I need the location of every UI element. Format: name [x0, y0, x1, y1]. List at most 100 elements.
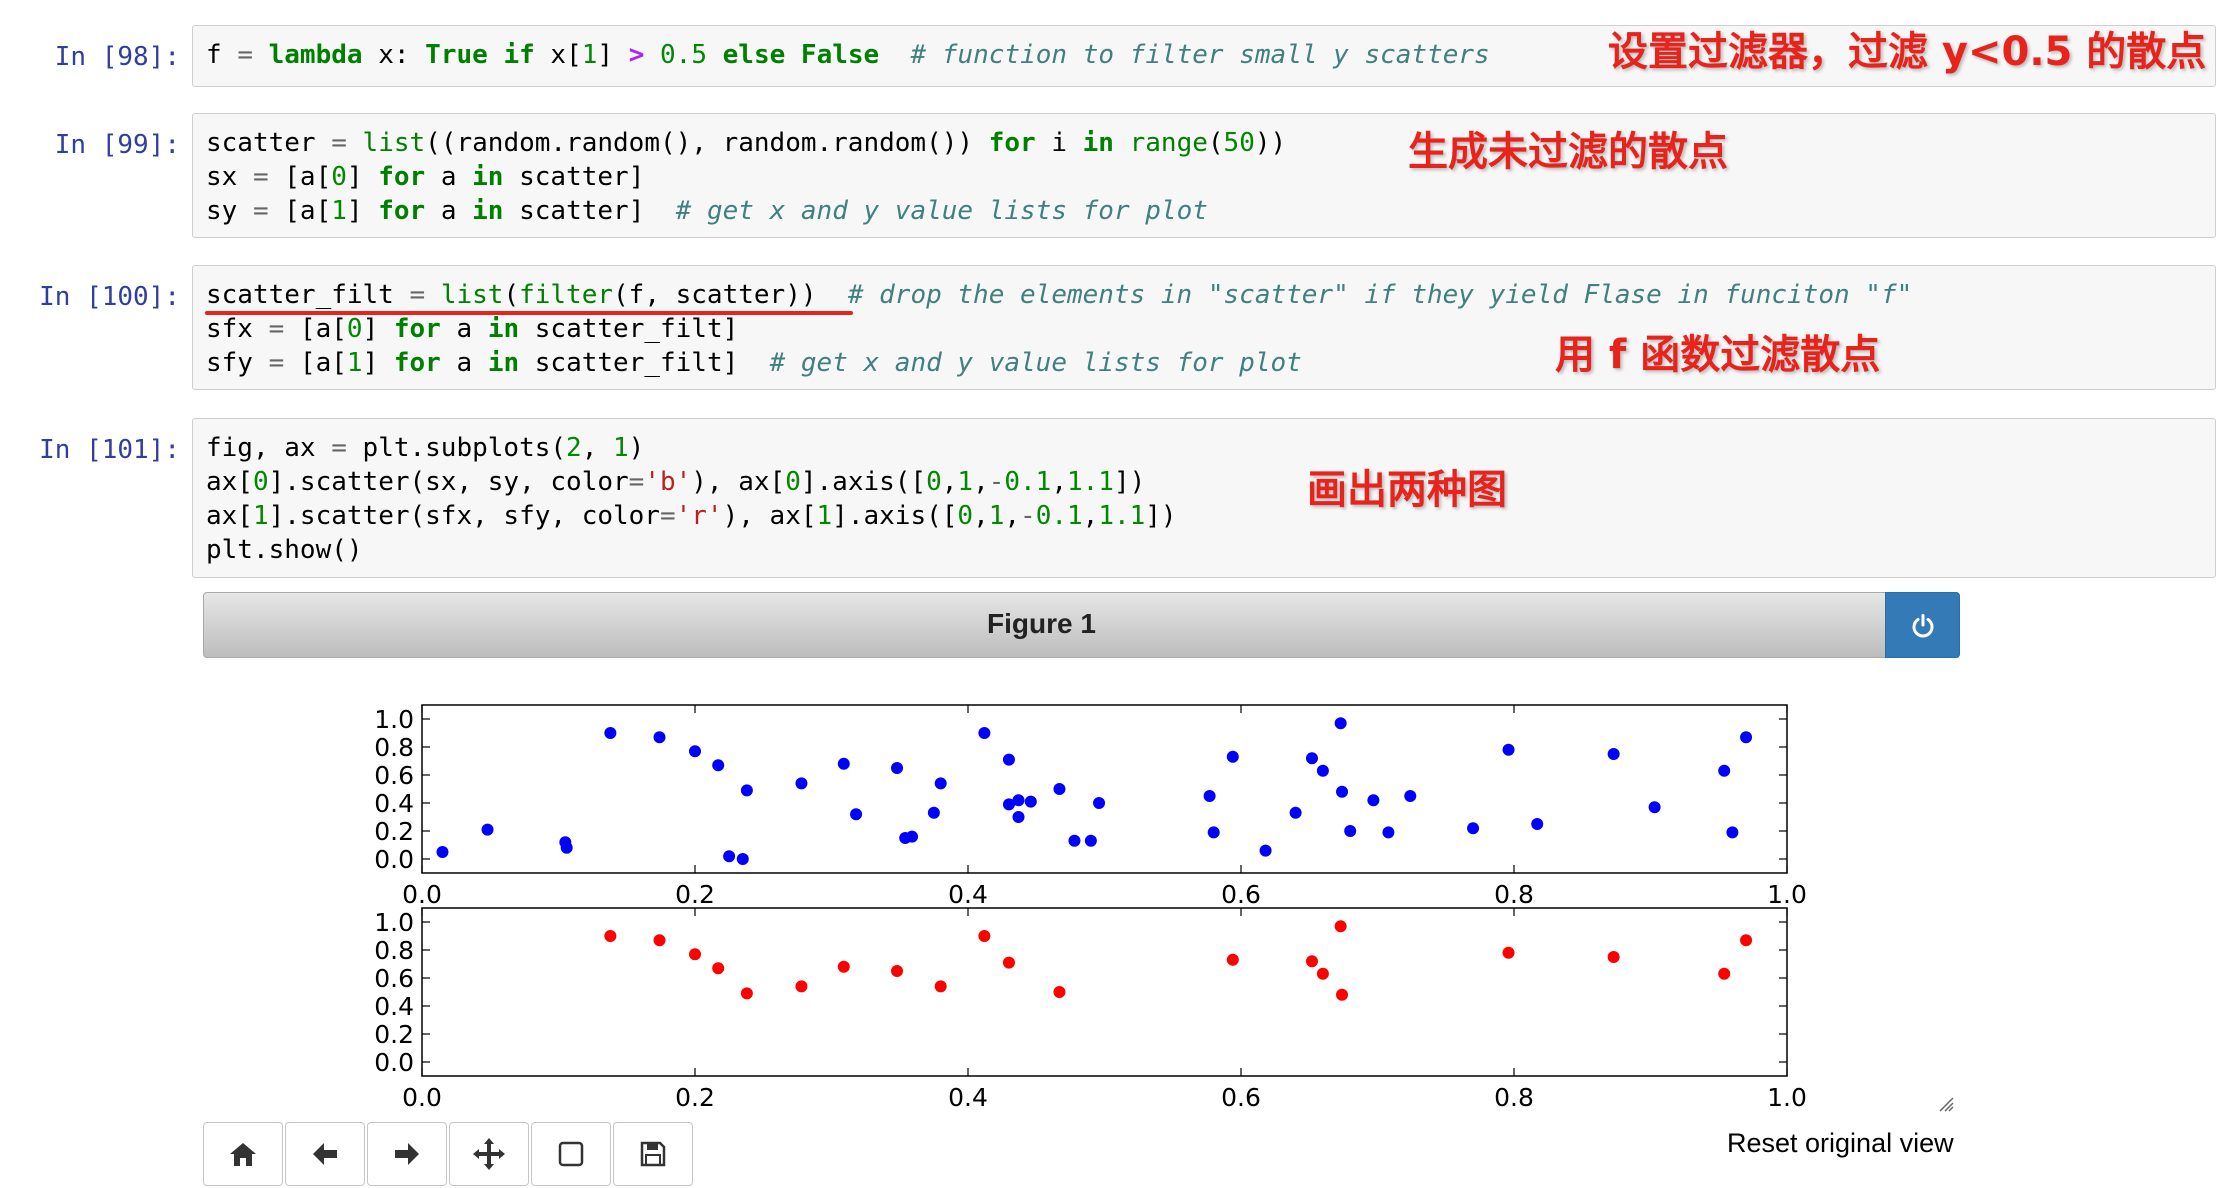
scatter-point: [436, 846, 449, 858]
scatter-point: [891, 965, 904, 977]
code-token: 1.1: [1098, 501, 1146, 531]
scatter-point: [689, 948, 701, 961]
scatter-point: [1316, 764, 1329, 777]
figure-title: Figure 1: [987, 608, 1096, 639]
annotation-label: 设置过滤器，过滤 y<0.5 的散点: [1608, 29, 2207, 75]
y-tick-label: 0.4: [374, 992, 414, 1021]
scatter-point: [1531, 818, 1544, 830]
code-token: else: [722, 40, 786, 70]
scatter-point: [1334, 920, 1347, 933]
scatter-point: [1502, 946, 1515, 959]
code-token: for: [378, 196, 426, 226]
code-token: ), ax[: [722, 501, 817, 531]
code-token: 0: [785, 467, 801, 497]
code-token: lambda: [268, 40, 363, 70]
code-token: a: [425, 196, 473, 226]
code-token: 0: [252, 467, 269, 497]
pan-button[interactable]: [449, 1122, 529, 1186]
code-token: a: [440, 314, 488, 344]
code-line: f = lambda x: True if x[1] > 0.5 else Fa…: [206, 38, 1490, 72]
save-button[interactable]: [613, 1122, 693, 1186]
scatter-point: [560, 841, 573, 854]
code-comment: # get x and y value lists for plot: [769, 348, 1302, 378]
arrow-left-icon: [313, 1143, 337, 1165]
code-cell[interactable]: In [101]: fig, ax = plt.subplots(2, 1) ax[…: [0, 418, 2224, 578]
scatter-point: [795, 980, 808, 993]
scatter-point: [1002, 956, 1015, 969]
back-button[interactable]: [285, 1122, 365, 1186]
code-cell[interactable]: In [98]: f = lambda x: True if x[1] > 0.5…: [0, 25, 2224, 87]
scatter-point: [906, 830, 919, 843]
scatter-point: [1002, 798, 1015, 811]
plot-axes-1: [421, 704, 1788, 874]
code-token: fig, ax: [206, 433, 332, 463]
scatter-point: [927, 806, 940, 819]
cell-input-area[interactable]: scatter = list((random.random(), random.…: [192, 113, 2216, 238]
code-token: ((random.random(), random.random()): [425, 128, 989, 158]
cell-input-area[interactable]: fig, ax = plt.subplots(2, 1) ax[0].scatte…: [192, 418, 2216, 578]
code-token: (: [503, 280, 520, 310]
square-icon: [558, 1141, 584, 1167]
code-token: sfx: [206, 314, 269, 344]
code-cell[interactable]: In [99]: scatter = list((random.random(),…: [0, 113, 2224, 238]
scatter-point: [1305, 752, 1318, 765]
y-tick-label: 0.6: [374, 761, 414, 790]
scatter-point: [1607, 748, 1620, 760]
code-token: a: [425, 162, 473, 192]
scatter-point: [740, 987, 753, 1000]
scatter-point: [1207, 826, 1220, 839]
code-token: a: [440, 348, 488, 378]
scatter-point: [1607, 951, 1620, 963]
scatter-point: [740, 784, 753, 797]
scatter-point: [1012, 811, 1025, 823]
scatter-point: [1334, 717, 1347, 730]
code-token: scatter]: [503, 196, 676, 226]
code-token: 1: [581, 40, 598, 70]
x-tick-label: 0.4: [948, 1083, 988, 1112]
code-token: ]: [362, 348, 394, 378]
code-comment: # drop the elements in "scatter" if they…: [847, 280, 1913, 310]
code-token: 0.5: [660, 40, 707, 70]
code-token: x:: [362, 40, 426, 70]
scatter-point: [712, 759, 725, 772]
scatter-point: [1404, 790, 1417, 802]
code-token: if: [503, 40, 535, 70]
code-token: )): [1254, 128, 1287, 158]
code-token: sy: [206, 196, 253, 226]
x-tick-label: 0.8: [1494, 1083, 1534, 1112]
forward-button[interactable]: [367, 1122, 447, 1186]
annotation-label: 用 f 函数过滤散点: [1555, 332, 1881, 378]
code-token: ), ax[: [691, 467, 786, 497]
scatter-point: [736, 853, 749, 865]
code-line: plt.show(): [206, 533, 363, 567]
code-token: =: [252, 162, 269, 192]
code-token: ].scatter(sx, sy, color: [268, 467, 629, 497]
home-button[interactable]: [203, 1122, 283, 1186]
code-line: ax[1].scatter(sfx, sfy, color='r'), ax[1…: [206, 499, 1177, 533]
code-token: ]: [346, 196, 379, 226]
code-token: =: [237, 40, 253, 70]
code-token: in: [472, 196, 504, 226]
code-token: scatter_filt]: [519, 314, 739, 344]
code-token: 0: [346, 314, 363, 344]
close-figure-button[interactable]: [1885, 592, 1960, 658]
code-token: 2: [566, 433, 582, 463]
scatter-point: [1289, 806, 1302, 819]
scatter-point: [1068, 834, 1081, 847]
scatter-point: [1053, 986, 1066, 998]
cell-input-area[interactable]: scatter_filt = list(filter(f, scatter)) …: [192, 265, 2216, 390]
zoom-button[interactable]: [531, 1122, 611, 1186]
code-token: scatter: [206, 128, 332, 158]
code-token: ]): [1113, 467, 1146, 497]
code-token: ,: [581, 433, 614, 463]
code-token: 1: [613, 433, 629, 463]
cell-input-area[interactable]: f = lambda x: True if x[1] > 0.5 else Fa…: [192, 25, 2216, 87]
scatter-point: [653, 934, 666, 947]
annotation-label: 生成未过滤的散点: [1408, 129, 1728, 175]
code-token: =: [409, 280, 426, 310]
code-line: scatter_filt = list(filter(f, scatter)) …: [206, 278, 1912, 312]
resize-handle[interactable]: [1938, 1096, 1954, 1112]
code-line: sx = [a[0] for a in scatter]: [206, 160, 644, 194]
code-cell[interactable]: In [100]: scatter_filt = list(filter(f, s…: [0, 265, 2224, 390]
